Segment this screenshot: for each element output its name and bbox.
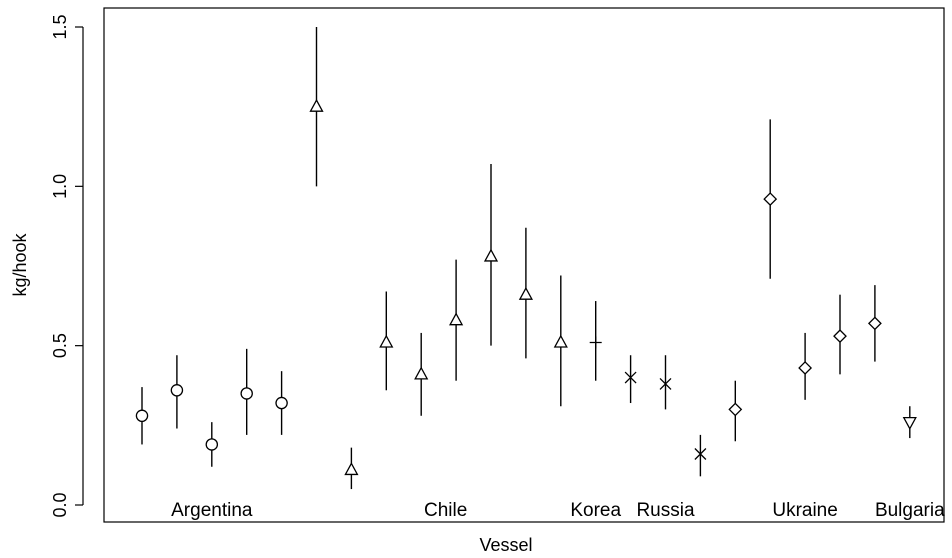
group-label: Bulgaria (875, 500, 945, 521)
group-labels: Argentina Chile Korea Russia Ukraine Bulgaria (171, 500, 945, 521)
triangle-marker (483, 248, 499, 262)
cross-marker (659, 377, 672, 390)
circle-marker (135, 409, 149, 423)
y-axis-title: kg/hook (10, 232, 30, 296)
diamond-marker (763, 192, 778, 206)
y-tick-label: 0.5 (50, 333, 70, 358)
markers (135, 98, 917, 476)
y-tick-label: 1.5 (50, 14, 70, 39)
circle-marker (205, 438, 219, 451)
plot-frame (103, 7, 945, 523)
triangle-marker (414, 366, 429, 380)
diamond-marker (833, 329, 847, 344)
triangle-marker (309, 98, 324, 112)
y-tick-label: 1.0 (50, 174, 70, 199)
circle-marker (170, 384, 184, 397)
circle-marker (240, 387, 253, 400)
triangle-down-marker (902, 416, 917, 431)
triangle-marker (379, 334, 394, 348)
triangle-marker (518, 286, 533, 300)
diamond-marker (798, 361, 813, 375)
diamond-marker (728, 402, 743, 417)
group-label: Chile (424, 500, 467, 521)
group-label: Russia (636, 500, 695, 521)
error-bars (141, 27, 911, 490)
triangle-marker (449, 312, 464, 326)
circle-marker (275, 396, 288, 410)
triangle-marker (344, 462, 359, 476)
cross-marker (624, 371, 637, 384)
diamond-marker (867, 316, 882, 331)
plus-marker (589, 336, 602, 349)
cross-marker (694, 448, 707, 460)
group-label: Korea (570, 500, 621, 521)
x-axis-title: Vessel (479, 535, 532, 555)
y-axis: 0.0 0.5 1.0 1.5 (50, 14, 84, 518)
group-label: Ukraine (772, 500, 837, 521)
group-label: Argentina (171, 500, 253, 521)
triangle-marker (553, 334, 568, 348)
y-tick-label: 0.0 (50, 492, 70, 517)
